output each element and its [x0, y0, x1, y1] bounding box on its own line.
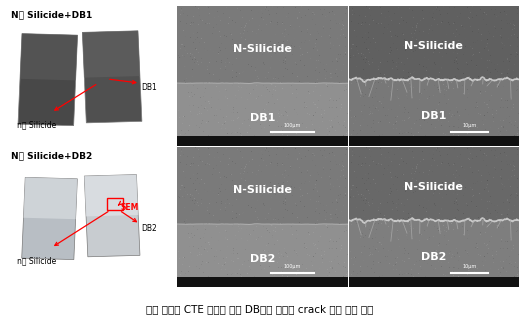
Text: N-Silicide: N-Silicide: [404, 41, 463, 51]
Text: N-Silicide: N-Silicide: [404, 182, 463, 192]
Bar: [177, 83, 348, 146]
Text: n형 Silicide: n형 Silicide: [17, 121, 56, 130]
Text: n형 Silicide: n형 Silicide: [17, 256, 56, 265]
Bar: [349, 136, 519, 146]
Text: 100µm: 100µm: [284, 264, 301, 269]
Text: 소결 공정과 CTE 매칭을 위한 DB조성 조절로 crack 문제 해결 필요: 소결 공정과 CTE 매칭을 위한 DB조성 조절로 crack 문제 해결 필…: [146, 304, 373, 314]
Text: DB2: DB2: [421, 252, 446, 262]
Bar: [349, 277, 519, 287]
Text: N-Silicide: N-Silicide: [233, 44, 292, 54]
Text: DB1: DB1: [250, 112, 275, 122]
Polygon shape: [84, 175, 140, 257]
Polygon shape: [22, 177, 77, 260]
Bar: [349, 6, 519, 79]
Bar: [177, 224, 348, 287]
Text: 10µm: 10µm: [462, 264, 477, 269]
Text: DB1: DB1: [421, 111, 446, 121]
Bar: [177, 136, 348, 146]
Text: N-Silicide: N-Silicide: [233, 185, 292, 195]
Polygon shape: [84, 175, 138, 216]
Bar: [349, 79, 519, 146]
Text: SEM: SEM: [121, 203, 139, 212]
Text: N형 Silicide+DB1: N형 Silicide+DB1: [11, 11, 92, 20]
Text: 10µm: 10µm: [462, 123, 477, 128]
Bar: [177, 147, 348, 224]
Polygon shape: [83, 31, 142, 123]
Polygon shape: [83, 31, 140, 78]
Text: 100µm: 100µm: [284, 123, 301, 128]
Polygon shape: [23, 177, 77, 219]
Bar: [107, 198, 122, 210]
Bar: [349, 147, 519, 220]
Bar: [177, 277, 348, 287]
Bar: [349, 220, 519, 287]
Text: DB2: DB2: [250, 253, 275, 263]
Text: N형 Silicide+DB2: N형 Silicide+DB2: [11, 152, 92, 161]
Bar: [177, 6, 348, 83]
Text: DB1: DB1: [142, 83, 157, 92]
Polygon shape: [18, 34, 77, 126]
Polygon shape: [20, 34, 77, 80]
Text: DB2: DB2: [142, 224, 157, 233]
